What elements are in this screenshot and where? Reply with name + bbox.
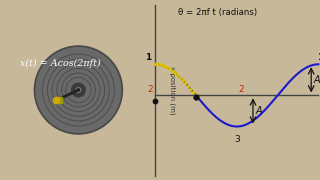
Circle shape — [172, 70, 174, 72]
Text: 1: 1 — [317, 53, 320, 62]
Circle shape — [162, 65, 164, 67]
Text: 1: 1 — [145, 53, 152, 62]
Circle shape — [170, 69, 172, 71]
Text: A: A — [256, 106, 262, 116]
Circle shape — [180, 77, 182, 79]
Text: x(t) = Acos(2πft): x(t) = Acos(2πft) — [20, 58, 101, 68]
Circle shape — [185, 82, 187, 84]
Circle shape — [187, 85, 189, 87]
Circle shape — [192, 91, 195, 93]
Circle shape — [76, 88, 81, 92]
Circle shape — [77, 89, 79, 91]
Text: θ = 2πf t (radians): θ = 2πf t (radians) — [178, 8, 257, 17]
Circle shape — [175, 72, 177, 74]
Circle shape — [159, 64, 161, 66]
Circle shape — [167, 67, 169, 69]
Text: A: A — [314, 75, 320, 85]
Circle shape — [154, 63, 156, 65]
Text: x position (m): x position (m) — [169, 66, 175, 114]
Circle shape — [36, 48, 121, 132]
Circle shape — [164, 66, 166, 68]
Circle shape — [190, 88, 192, 90]
Circle shape — [195, 94, 197, 96]
Text: 2: 2 — [239, 86, 244, 94]
Circle shape — [177, 75, 179, 77]
Circle shape — [157, 63, 159, 66]
Circle shape — [72, 83, 85, 97]
Circle shape — [182, 80, 184, 82]
Text: 2: 2 — [147, 86, 153, 94]
Circle shape — [34, 46, 123, 134]
Text: 3: 3 — [234, 135, 240, 144]
